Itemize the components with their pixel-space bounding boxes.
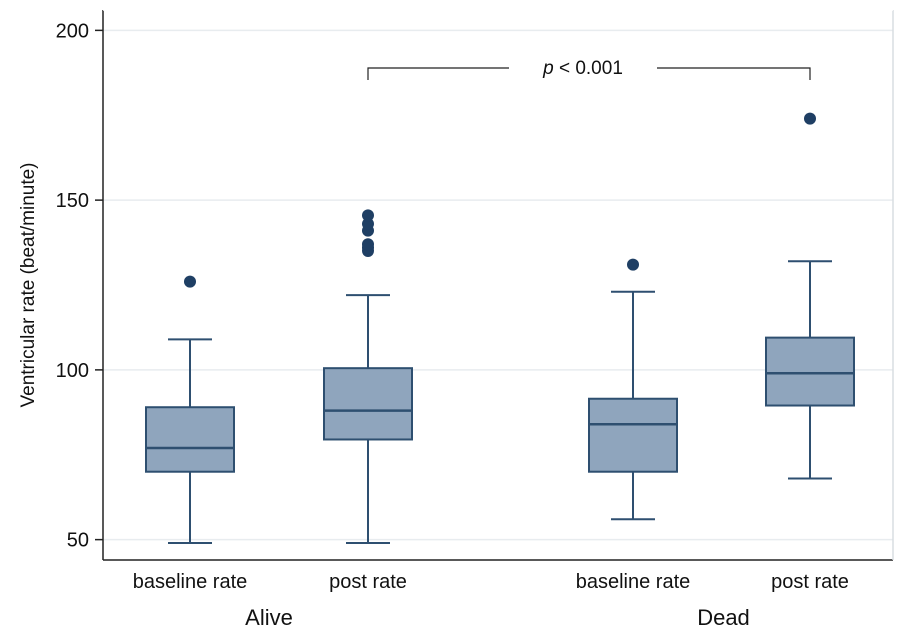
y-ticks: 50 100 150 200 [56,20,103,552]
outlier-point [362,209,374,222]
box-plot [588,258,678,521]
x-category-label: baseline rate [133,571,248,593]
p-value-annotation: p < 0.001 [542,58,623,79]
box-plot [323,209,413,545]
iqr-box [323,367,413,441]
iqr-box [588,397,678,473]
axes [102,9,894,561]
p-value-text: < 0.001 [554,58,623,79]
x-category-label: post rate [329,571,407,593]
outlier-point [184,275,196,288]
iqr-box [765,336,855,407]
y-axis-label: Ventricular rate (beat/minute) [18,162,39,407]
x-category-label: baseline rate [576,571,691,593]
gridlines [103,29,893,541]
outlier-point [362,217,374,230]
outlier-point [804,112,816,125]
bracket-left [367,67,509,80]
x-category-label: post rate [771,571,849,593]
x-group-label: Dead [697,605,750,630]
box-plot [765,112,855,480]
outlier-point [362,238,374,251]
p-symbol: p [542,58,554,79]
box-plot [145,275,235,545]
y-tick-label: 50 [67,530,89,552]
bracket-right [657,67,811,80]
x-axis-labels: baseline rate post rate baseline rate post … [133,571,849,630]
box-plots [145,112,855,545]
y-tick-label: 200 [56,20,89,42]
y-tick-label: 150 [56,190,89,212]
iqr-box [145,406,235,473]
significance-bracket: p < 0.001 [367,58,811,80]
outlier-point [627,258,639,271]
y-tick-label: 100 [56,360,89,382]
x-group-label: Alive [245,605,293,630]
